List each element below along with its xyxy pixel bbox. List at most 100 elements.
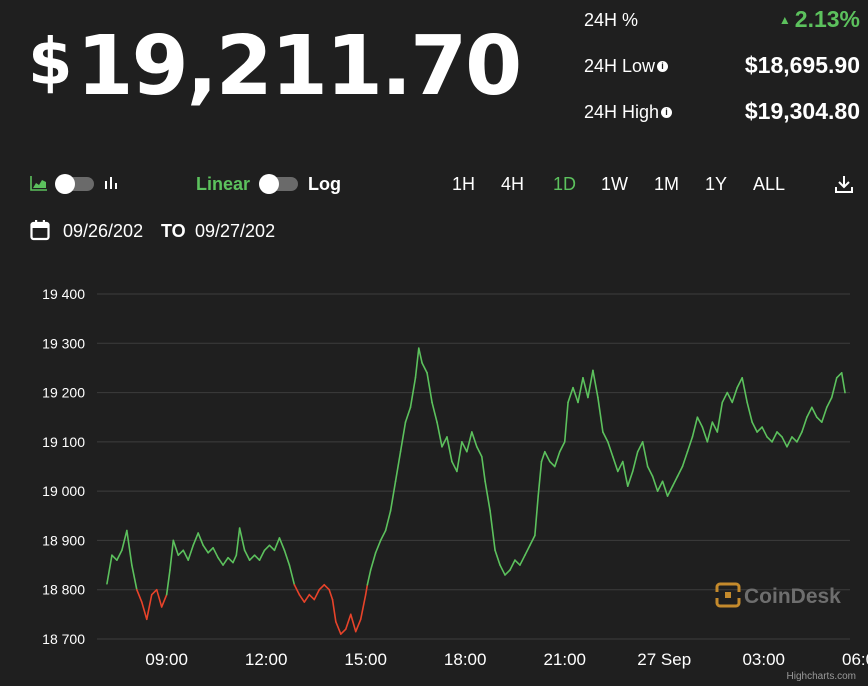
price-series	[106, 347, 846, 635]
series-segment	[582, 376, 589, 399]
series-segment	[676, 465, 684, 478]
series-segment	[489, 510, 496, 552]
series-segment	[514, 559, 521, 566]
series-segment	[656, 480, 664, 492]
series-segment	[691, 416, 699, 438]
series-segment	[323, 583, 331, 591]
series-segment	[781, 436, 788, 448]
series-segment	[404, 406, 412, 423]
x-tick-label: 21:00	[543, 650, 586, 669]
series-segment	[140, 601, 148, 621]
x-tick-label: 12:00	[245, 650, 288, 669]
scale-toggle[interactable]	[259, 174, 298, 194]
date-from-field[interactable]: 09/26/202	[63, 221, 144, 241]
stat-24h-pct: 24H % ▲ 2.13%	[584, 6, 864, 36]
credits-link[interactable]: Highcharts.com	[786, 671, 856, 682]
x-tick-label: 06:00	[842, 650, 868, 669]
range-4h-button[interactable]: 4H	[501, 174, 525, 194]
series-segment	[646, 465, 654, 478]
series-segment	[349, 613, 357, 633]
series-segment	[716, 401, 724, 433]
series-segment	[529, 534, 536, 547]
series-segment	[441, 436, 448, 448]
series-segment	[597, 396, 604, 433]
toggle-knob	[55, 174, 75, 194]
series-segment	[661, 480, 669, 497]
series-segment	[786, 436, 793, 448]
range-1y-button[interactable]: 1Y	[705, 174, 728, 194]
series-segment	[335, 620, 342, 635]
series-segment	[811, 406, 818, 419]
series-segment	[746, 401, 753, 423]
series-segment	[835, 372, 843, 379]
series-segment	[364, 583, 369, 596]
series-segment	[776, 431, 783, 438]
series-segment	[340, 628, 347, 635]
watermark-text: CoinDesk	[744, 585, 841, 608]
y-tick-label: 19 300	[42, 335, 85, 351]
series-segment	[409, 376, 417, 409]
series-segment	[263, 544, 271, 552]
series-segment	[197, 532, 204, 547]
info-icon[interactable]: i	[661, 107, 673, 118]
y-axis-ticks: 19 400 19 300 19 200 19 100 19 000 18 900 18 8…	[42, 286, 85, 647]
series-segment	[537, 460, 543, 497]
download-icon[interactable]	[834, 174, 854, 194]
x-tick-label: 27 Sep	[637, 650, 691, 669]
pct-number: 2.13%	[794, 6, 860, 32]
series-segment	[592, 369, 599, 399]
info-icon[interactable]: i	[657, 61, 669, 72]
series-segment	[278, 537, 286, 552]
high-label-text: 24H High	[584, 102, 660, 122]
series-segment	[553, 450, 561, 468]
series-segment	[426, 372, 433, 404]
series-segment	[222, 556, 229, 566]
series-segment	[519, 554, 526, 566]
y-tick-label: 18 700	[42, 631, 85, 647]
series-segment	[456, 441, 463, 473]
range-1h-button[interactable]: 1H	[452, 174, 476, 194]
range-1w-button[interactable]: 1W	[601, 174, 628, 194]
series-segment	[602, 431, 609, 443]
y-tick-label: 19 100	[42, 434, 85, 450]
chart-type-toggle[interactable]	[55, 174, 94, 194]
candlestick-chart-icon[interactable]	[103, 175, 119, 191]
series-segment	[840, 372, 846, 394]
series-segment	[821, 406, 828, 423]
series-segment	[243, 549, 251, 561]
range-1m-button[interactable]: 1M	[654, 174, 680, 194]
series-segment	[227, 556, 234, 564]
date-to-field[interactable]: 09/27/202	[195, 221, 276, 241]
stat-24h-high-label: 24H High i	[584, 102, 673, 123]
series-segment	[451, 460, 458, 473]
scale-log-label[interactable]: Log	[308, 174, 341, 194]
series-segment	[544, 450, 551, 463]
series-segment	[366, 569, 372, 586]
x-tick-label: 18:00	[444, 650, 487, 669]
calendar-icon[interactable]	[30, 219, 50, 241]
series-segment	[258, 549, 266, 561]
series-segment	[394, 450, 402, 483]
series-segment	[499, 564, 506, 576]
price-chart[interactable]: 19 400 19 300 19 200 19 100 19 000 18 900 18 8…	[0, 270, 868, 686]
range-all-button[interactable]: ALL	[753, 174, 786, 194]
series-segment	[651, 475, 659, 492]
range-1d-button[interactable]: 1D	[553, 174, 577, 194]
stat-24h-pct-value: ▲ 2.13%	[779, 6, 860, 33]
series-segment	[202, 544, 209, 554]
toggle-knob	[259, 174, 279, 194]
series-segment	[232, 554, 238, 564]
area-chart-icon[interactable]	[30, 175, 48, 191]
stat-24h-high: 24H High i $19,304.80	[584, 98, 864, 128]
series-segment	[621, 460, 629, 488]
series-segment	[671, 475, 679, 488]
series-segment	[706, 421, 714, 443]
scale-linear-label[interactable]: Linear	[196, 174, 251, 194]
series-segment	[150, 588, 158, 596]
y-tick-label: 19 200	[42, 385, 85, 401]
series-segment	[248, 554, 256, 561]
series-segment	[721, 391, 729, 404]
series-segment	[791, 436, 798, 443]
series-segment	[751, 421, 758, 433]
series-segment	[736, 376, 743, 389]
